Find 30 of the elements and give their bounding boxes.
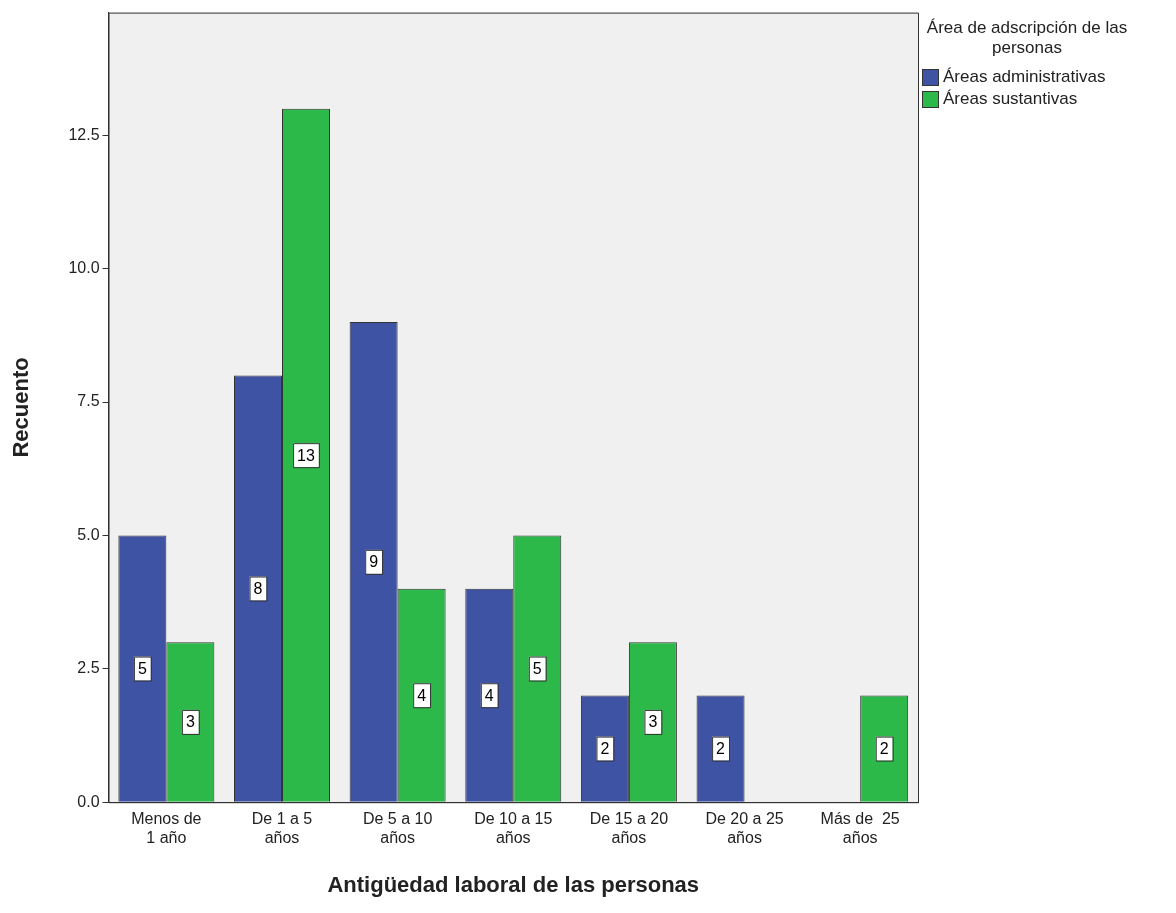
x-tick-label: Menos de 1 año	[131, 810, 202, 847]
data-label: 9	[369, 553, 379, 571]
y-tick-label: 0.0	[77, 792, 100, 810]
legend-title: Área de adscripción de las personas	[925, 18, 1129, 58]
y-axis-title: Recuento	[8, 357, 34, 458]
data-label: 2	[600, 740, 610, 757]
x-tick-label: De 5 a 10 años	[362, 810, 433, 847]
data-label: 5	[532, 659, 542, 677]
data-label: 5	[137, 659, 147, 677]
data-label: 4	[484, 686, 494, 704]
data-label: 13	[297, 446, 315, 464]
y-tick-label: 7.5	[77, 392, 100, 410]
x-tick-label: Más de 25 años	[820, 810, 900, 847]
data-label: 8	[253, 579, 263, 597]
y-tick-label: 5.0	[77, 525, 100, 543]
x-tick-label: De 20 a 25 años	[705, 810, 784, 847]
data-label: 3	[648, 713, 658, 731]
legend-label: Áreas sustantivas	[943, 89, 1078, 109]
y-tick-label: 12.5	[68, 125, 100, 143]
y-tick-label: 2.5	[77, 659, 100, 677]
data-label: 4	[417, 686, 427, 704]
x-axis-title: Antigüedad laboral de las personas	[327, 871, 700, 897]
x-tick-label: De 15 a 20 años	[589, 810, 669, 847]
legend-label: Áreas administrativas	[943, 67, 1106, 87]
data-label: 2	[716, 740, 726, 757]
x-tick-label: De 10 a 15 años	[474, 810, 553, 847]
x-tick-label: De 1 a 5 años	[251, 810, 313, 847]
data-label: 3	[185, 713, 195, 731]
y-tick-label: 10.0	[68, 259, 100, 277]
data-label: 2	[879, 740, 889, 757]
